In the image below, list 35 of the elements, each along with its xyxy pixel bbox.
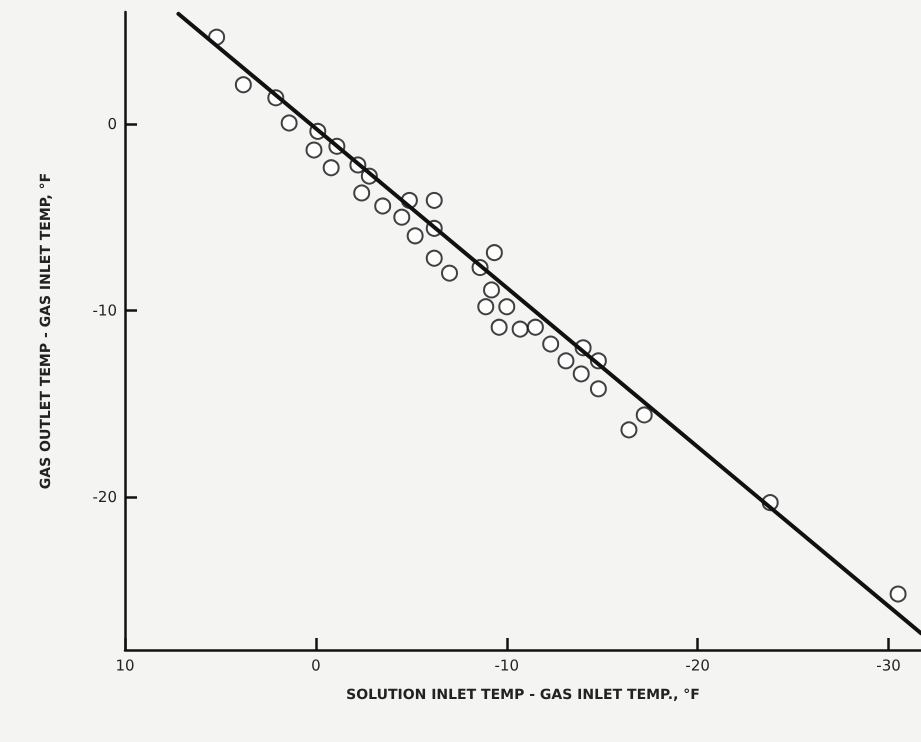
point	[512, 320, 529, 338]
point	[406, 227, 424, 244]
point	[526, 318, 544, 336]
point	[280, 114, 298, 132]
point	[393, 208, 410, 226]
point	[353, 184, 370, 202]
point	[426, 250, 443, 267]
x-tick-label: 10	[115, 656, 135, 674]
point	[557, 352, 574, 370]
point	[486, 244, 503, 262]
y-tick-label: -20	[92, 488, 117, 506]
x-tick-label: -30	[876, 656, 901, 674]
point	[620, 421, 638, 438]
point	[234, 76, 252, 94]
point	[441, 264, 458, 282]
point	[498, 298, 516, 316]
point	[890, 586, 907, 603]
point	[542, 336, 560, 353]
point	[636, 406, 653, 424]
point	[305, 142, 322, 159]
point	[374, 198, 392, 215]
point	[590, 380, 607, 398]
point	[490, 318, 508, 336]
x-axis-title: SOLUTION INLET TEMP - GAS INLET TEMP., °F	[346, 687, 700, 703]
y-axis-title: GAS OUTLET TEMP - GAS INLET TEMP, °F	[38, 172, 54, 490]
x-tick-label: -20	[685, 656, 710, 674]
y-tick-label: -10	[92, 301, 117, 320]
point	[477, 298, 494, 316]
point	[426, 192, 443, 209]
x-tick-label: -10	[494, 656, 520, 674]
point	[572, 365, 590, 382]
y-tick-label: 0	[107, 114, 117, 133]
point	[483, 281, 500, 298]
x-tick-label: 0	[311, 656, 321, 674]
point	[322, 159, 340, 176]
